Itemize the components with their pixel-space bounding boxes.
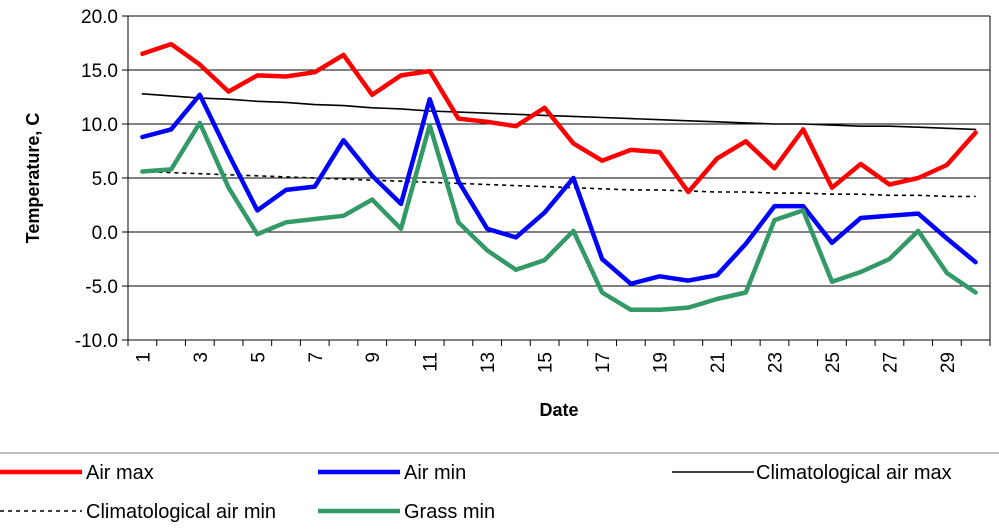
x-tick-label: 29 — [938, 352, 959, 373]
y-tick-label: 0.0 — [92, 223, 118, 244]
x-tick-label: 5 — [248, 352, 269, 363]
x-tick-label: 9 — [363, 352, 384, 363]
x-tick-label: 19 — [651, 352, 672, 373]
x-tick-label: 15 — [536, 352, 557, 373]
legend-label: Climatological air min — [86, 501, 276, 523]
x-tick-label: 17 — [593, 352, 614, 373]
y-tick-label: -10.0 — [75, 331, 118, 352]
legend-label: Grass min — [404, 501, 495, 523]
x-tick-labels: 1 3 5 7 9 11 13 15 17 19 21 23 25 27 29 — [127, 340, 991, 373]
series-line-air-max — [140, 41, 978, 195]
legend-label: Air min — [404, 462, 466, 484]
y-tick-label: 5.0 — [92, 169, 118, 190]
legend: Air max Air min Climatological air max Clim… — [0, 462, 952, 523]
y-tick-label: 15.0 — [81, 61, 118, 82]
x-tick-label: 7 — [306, 352, 327, 363]
x-tick-label: 23 — [766, 352, 787, 373]
series-line-air-min — [140, 92, 978, 287]
y-tick-label: 10.0 — [81, 115, 118, 136]
legend-label: Air max — [86, 462, 154, 484]
x-tick-label: 13 — [478, 352, 499, 373]
series-line-grass-min — [140, 120, 978, 313]
y-tick-label: 20.0 — [81, 7, 118, 28]
series-lines — [140, 41, 978, 313]
series-line-climatological-air-min — [142, 170, 976, 198]
y-tick-labels: 20.0 15.0 10.0 5.0 0.0 -5.0 -10.0 — [75, 7, 128, 352]
x-tick-label: 3 — [191, 352, 212, 363]
series-line-climatological-air-max — [141, 93, 977, 131]
x-axis-title: Date — [539, 400, 578, 420]
y-tick-label: -5.0 — [85, 277, 118, 298]
y-axis-title: Temperature, C — [23, 113, 43, 244]
x-tick-label: 27 — [880, 352, 901, 373]
legend-label: Climatological air max — [756, 462, 952, 484]
x-tick-label: 21 — [708, 352, 729, 373]
x-tick-label: 25 — [823, 352, 844, 373]
x-tick-label: 1 — [133, 352, 154, 363]
x-tick-label: 11 — [421, 352, 442, 372]
